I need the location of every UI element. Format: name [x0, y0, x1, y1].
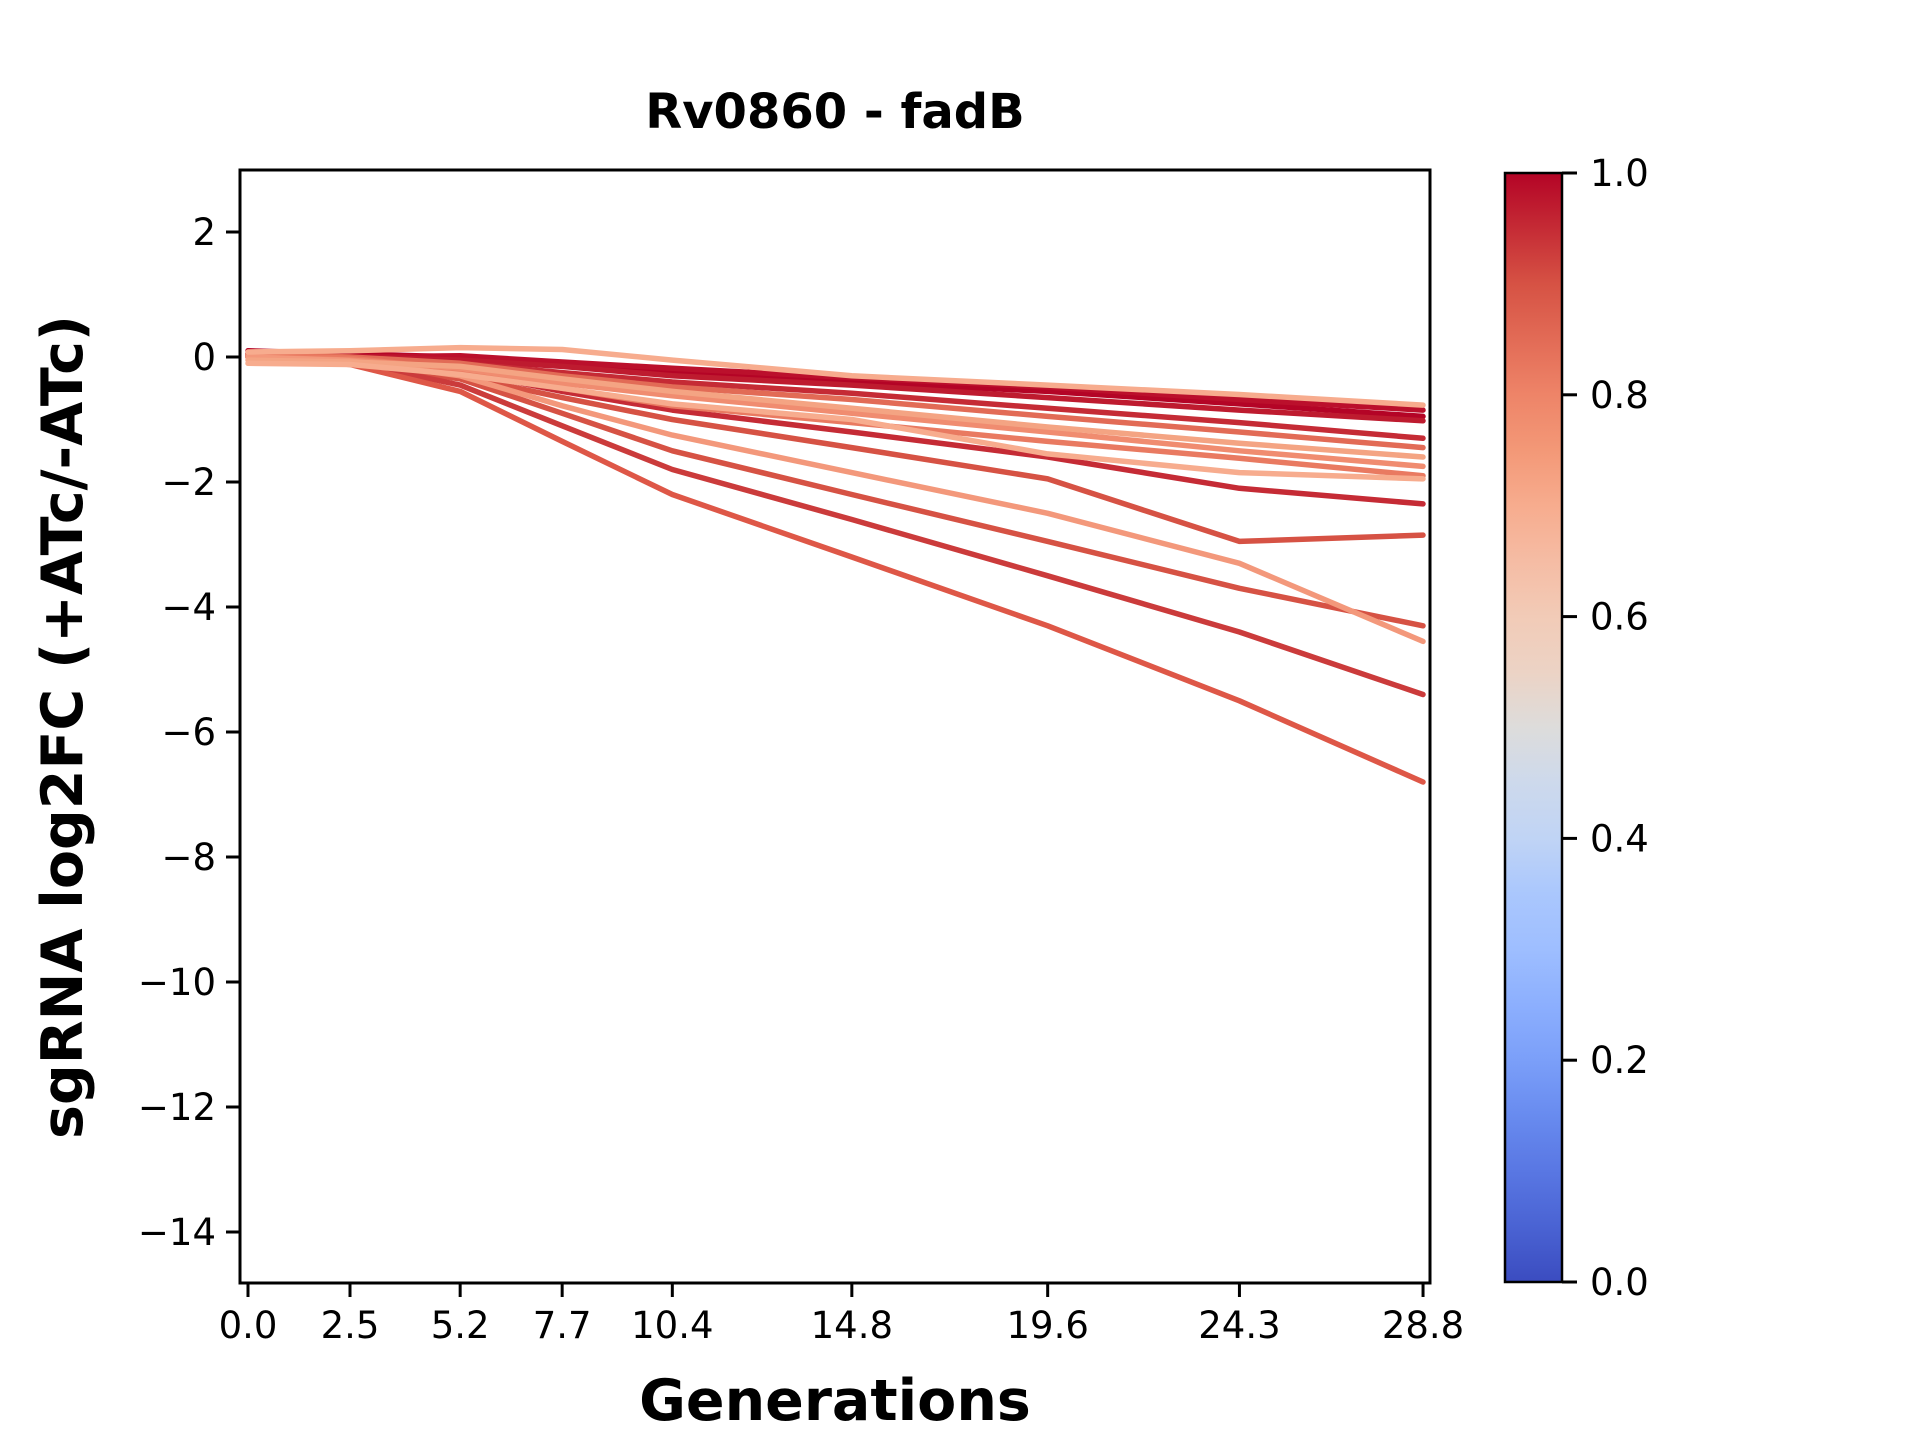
y-tick-label: −12 — [138, 1086, 216, 1129]
y-tick-label: 0 — [192, 336, 216, 379]
x-tick-label: 24.3 — [1198, 1304, 1280, 1347]
colorbar-tick-label: 0.4 — [1590, 817, 1649, 860]
series-line-sgRNA-14 — [245, 357, 1426, 460]
y-tick-label: 2 — [192, 211, 216, 254]
axes-box — [238, 168, 1432, 1285]
x-tick-label: 28.8 — [1382, 1304, 1464, 1347]
y-axis-ticks: 2 0 −2 −4 −6 −8 −10 −12 −14 — [138, 211, 240, 1254]
colorbar-ticks: 1.0 0.8 0.6 0.4 0.2 0.0 — [1562, 152, 1649, 1304]
colorbar-tick-label: 0.2 — [1590, 1039, 1649, 1082]
chart-title: Rv0860 - fadB — [645, 84, 1024, 140]
y-tick-label: −4 — [161, 586, 216, 629]
y-tick-label: −14 — [138, 1211, 216, 1254]
colorbar-tick-label: 0.0 — [1590, 1261, 1649, 1304]
x-tick-label: 7.7 — [533, 1304, 592, 1347]
colorbar — [1503, 171, 1564, 1284]
colorbar-tick-label: 0.6 — [1590, 596, 1649, 639]
line-series-group — [245, 344, 1426, 785]
x-tick-label: 10.4 — [631, 1304, 713, 1347]
series-line-sgRNA-10 — [245, 351, 1426, 451]
x-axis-ticks: 0.0 2.5 5.2 7.7 10.4 14.8 19.6 24.3 28.8 — [219, 1283, 1464, 1347]
x-tick-label: 2.5 — [321, 1304, 380, 1347]
y-tick-label: −10 — [138, 961, 216, 1004]
series-line-sgRNA-9 — [245, 354, 1426, 785]
series-line-sgRNA-15 — [245, 360, 1426, 482]
y-tick-label: −8 — [161, 836, 216, 879]
y-tick-label: −2 — [161, 461, 216, 504]
x-axis-label: Generations — [639, 1368, 1031, 1434]
y-tick-label: −6 — [161, 711, 216, 754]
colorbar-tick-label: 1.0 — [1590, 152, 1649, 195]
x-tick-label: 19.6 — [1006, 1304, 1088, 1347]
x-tick-label: 0.0 — [219, 1304, 278, 1347]
x-tick-label: 14.8 — [811, 1304, 893, 1347]
series-line-sgRNA-16 — [245, 344, 1426, 408]
colorbar-tick-label: 0.8 — [1590, 374, 1649, 417]
x-tick-label: 5.2 — [431, 1304, 490, 1347]
y-axis-label: sgRNA log2FC (+ATc/-ATc) — [30, 315, 96, 1139]
